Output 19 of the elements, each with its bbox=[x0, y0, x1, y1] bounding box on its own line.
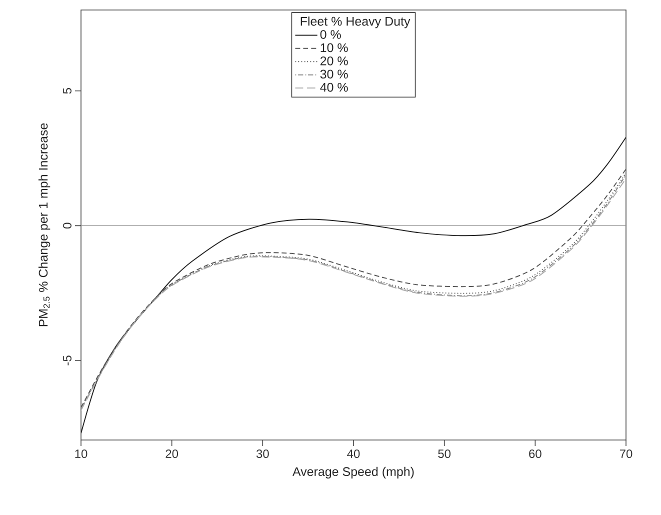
x-axis-title: Average Speed (mph) bbox=[292, 466, 414, 479]
x-tick-label: 20 bbox=[166, 450, 178, 458]
x-tick-label: 40 bbox=[347, 450, 360, 458]
x-tick-label: 50 bbox=[438, 450, 451, 458]
x-tick-label: 10 bbox=[75, 450, 88, 458]
line-series bbox=[81, 136, 626, 434]
legend-label: 10 % bbox=[320, 43, 348, 52]
legend-title: Fleet % Heavy Duty bbox=[300, 16, 410, 28]
y-tick-label: 0 bbox=[62, 222, 72, 229]
y-axis-title: PM$_{2.5}$ % Change per 1 mph Increase bbox=[38, 123, 50, 326]
y-tick-label: 5 bbox=[63, 88, 72, 94]
x-tick-label: 70 bbox=[620, 450, 632, 458]
y-tick-label: -5 bbox=[63, 356, 72, 366]
legend-label: 20 % bbox=[320, 56, 348, 66]
x-tick-label: 30 bbox=[256, 450, 269, 458]
legend-label: 40 % bbox=[320, 82, 348, 92]
legend-label: 30 % bbox=[320, 70, 348, 79]
x-tick-label: 60 bbox=[529, 450, 542, 458]
legend-label: 0 % bbox=[320, 30, 341, 39]
